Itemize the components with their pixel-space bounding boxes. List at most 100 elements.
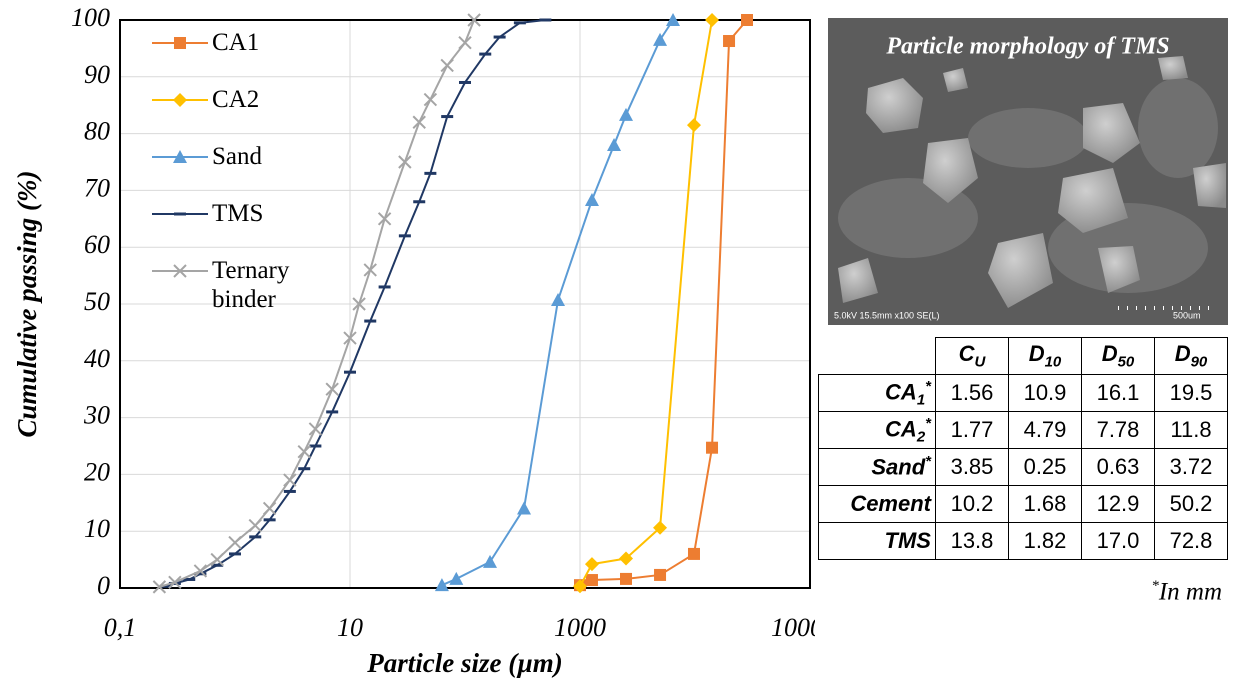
superscript: * — [925, 377, 931, 395]
text: D — [1028, 341, 1045, 367]
superscript: * — [925, 414, 931, 432]
x-axis-title: Particle size (µm) — [366, 648, 563, 678]
marker — [174, 37, 186, 49]
marker — [434, 578, 449, 592]
cell: 12.9 — [1081, 485, 1155, 523]
cell: 0.63 — [1081, 448, 1155, 486]
cell: 3.72 — [1154, 448, 1228, 486]
table-row: TMS 13.8 1.82 17.0 72.8 — [818, 522, 1228, 560]
text: C — [958, 341, 975, 367]
marker — [352, 297, 366, 311]
y-tick-label: 20 — [84, 457, 110, 486]
y-tick-label: 0 — [97, 571, 110, 600]
legend-entry: Sand — [152, 142, 312, 199]
marker — [619, 551, 634, 566]
table-row: Cement 10.2 1.68 12.9 50.2 — [818, 485, 1228, 523]
footnote-text: In mm — [1158, 578, 1222, 606]
text: CA — [885, 415, 917, 441]
legend-label: CA2 — [212, 86, 260, 113]
cell: 11.8 — [1154, 411, 1228, 449]
cell: 1.77 — [935, 411, 1009, 449]
marker — [262, 501, 277, 516]
header-row: CU D10 D50 D90 — [819, 337, 1228, 375]
marker — [449, 571, 464, 585]
marker — [458, 36, 472, 50]
marker — [173, 264, 187, 278]
marker — [210, 552, 224, 567]
marker — [325, 382, 339, 396]
cell: 3.85 — [935, 448, 1009, 486]
x-tick-label: 100000 — [771, 613, 815, 642]
y-tick-label: 40 — [84, 344, 110, 373]
legend-swatch — [152, 150, 208, 163]
particles — [838, 56, 1226, 308]
cell: 50.2 — [1154, 485, 1228, 523]
y-tick-label: 80 — [84, 117, 110, 146]
marker — [584, 557, 599, 572]
marker — [706, 441, 719, 454]
text: TMS — [884, 528, 931, 553]
table-row: Sand* 3.85 0.25 0.63 3.72 — [818, 448, 1228, 486]
marker — [283, 473, 297, 487]
cell: 7.78 — [1081, 411, 1155, 449]
image-scale: 500um — [1173, 310, 1201, 320]
image-title: Particle morphology of TMS — [885, 34, 1169, 60]
marker — [173, 150, 187, 163]
y-axis-title: Cumulative passing (%) — [12, 170, 42, 437]
subscript: 10 — [1044, 353, 1062, 371]
y-tick-label: 30 — [83, 401, 110, 430]
y-tick-label: 60 — [84, 230, 110, 259]
cell: 10.9 — [1008, 374, 1082, 412]
marker — [483, 554, 498, 568]
legend-swatch — [152, 93, 208, 107]
cell: 10.2 — [935, 485, 1009, 523]
cell: 19.5 — [1154, 374, 1228, 412]
y-tick-label: 90 — [84, 60, 110, 89]
marker — [412, 115, 426, 129]
subscript: 2 — [916, 428, 926, 446]
footnote-mark: * — [1151, 578, 1159, 594]
marker — [440, 58, 454, 73]
y-tick-label: 70 — [84, 173, 110, 202]
cell: 72.8 — [1154, 522, 1228, 560]
marker — [398, 155, 412, 169]
legend-label: CA1 — [212, 29, 260, 56]
image-caption: 5.0kV 15.5mm x100 SE(L) — [834, 310, 940, 320]
cell: 13.8 — [935, 522, 1009, 560]
row-label: CA2* — [818, 411, 936, 449]
text: Cement — [850, 491, 931, 516]
x-tick-label: 10 — [337, 613, 363, 642]
plot-frame — [119, 19, 811, 589]
legend-swatch — [152, 37, 208, 49]
legend-entry: CA1 — [152, 28, 312, 85]
cell: 0.25 — [1008, 448, 1082, 486]
row-label: TMS — [818, 522, 936, 560]
marker — [687, 547, 700, 560]
marker — [573, 579, 587, 594]
cell: 17.0 — [1081, 522, 1155, 560]
marker — [741, 14, 754, 26]
column-header: D10 — [1008, 337, 1082, 375]
legend-swatch — [152, 212, 208, 216]
cell: 1.82 — [1008, 522, 1082, 560]
column-header: D90 — [1154, 337, 1228, 375]
series-line — [441, 19, 674, 587]
marker — [363, 263, 377, 277]
y-tick-label: 10 — [84, 514, 110, 543]
marker — [620, 572, 633, 585]
cell: 16.1 — [1081, 374, 1155, 412]
cell: 1.56 — [935, 374, 1009, 412]
x-tick-label: 0,1 — [104, 613, 137, 642]
text: D — [1101, 341, 1118, 367]
y-tick-label: 50 — [84, 287, 110, 316]
marker — [723, 35, 736, 48]
text: Sand — [871, 454, 926, 480]
row-label: CA1* — [818, 374, 936, 412]
marker — [619, 107, 634, 121]
marker — [666, 13, 681, 26]
marker — [653, 32, 668, 46]
marker — [423, 92, 438, 107]
marker — [193, 564, 208, 578]
series-line — [579, 19, 748, 587]
